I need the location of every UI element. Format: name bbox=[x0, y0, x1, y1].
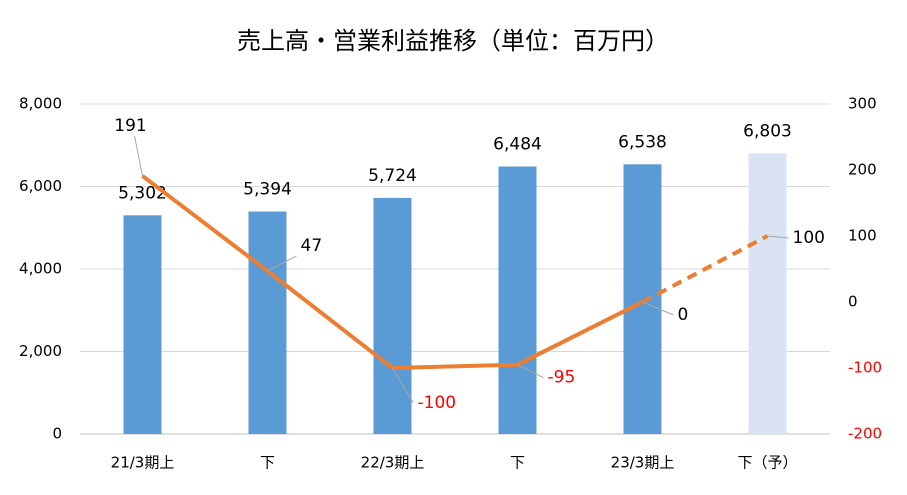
y2-tick-label: -200 bbox=[848, 425, 882, 443]
line-value-label: -100 bbox=[418, 393, 457, 413]
y2-tick-label: -100 bbox=[848, 359, 882, 377]
line-value-label: 191 bbox=[114, 116, 146, 136]
y-tick-label: 4,000 bbox=[19, 260, 62, 278]
leader-line bbox=[642, 301, 674, 316]
leader-line bbox=[392, 367, 414, 404]
chart-title: 売上高・営業利益推移（単位：百万円） bbox=[237, 27, 669, 55]
x-tick-label: 下 bbox=[510, 454, 525, 472]
line-value-label: 100 bbox=[793, 228, 825, 248]
x-tick-label: 下（予） bbox=[737, 454, 797, 472]
bar bbox=[748, 153, 787, 434]
line-value-label: 0 bbox=[678, 305, 689, 325]
bar bbox=[623, 164, 662, 434]
bar bbox=[373, 197, 412, 434]
y2-tick-label: 200 bbox=[848, 161, 877, 179]
bar-value-label: 5,724 bbox=[368, 166, 417, 186]
bar-value-label: 5,302 bbox=[118, 183, 167, 203]
line-forecast bbox=[641, 234, 769, 304]
bar-value-label: 6,538 bbox=[618, 132, 667, 152]
line-value-label: -95 bbox=[548, 368, 576, 388]
x-tick-label: 下 bbox=[260, 454, 275, 472]
leader-line bbox=[517, 364, 544, 379]
y2-tick-label: 0 bbox=[848, 293, 858, 311]
bar-value-label: 6,484 bbox=[493, 135, 542, 155]
y2-tick-label: 100 bbox=[848, 227, 877, 245]
bar bbox=[123, 215, 162, 434]
leader-line bbox=[134, 135, 143, 177]
x-tick-label: 22/3期上 bbox=[361, 454, 425, 472]
x-tick-label: 23/3期上 bbox=[611, 454, 675, 472]
bar bbox=[498, 166, 537, 434]
bar bbox=[248, 211, 287, 434]
leader-line bbox=[767, 235, 789, 239]
bar-value-label: 5,394 bbox=[243, 179, 292, 199]
line-value-label: 47 bbox=[301, 236, 323, 256]
y-tick-label: 0 bbox=[52, 425, 62, 443]
y-tick-label: 8,000 bbox=[19, 95, 62, 113]
bar-value-label: 6,803 bbox=[743, 121, 792, 141]
y-tick-label: 2,000 bbox=[19, 342, 62, 360]
x-tick-label: 21/3期上 bbox=[111, 454, 175, 472]
y-tick-label: 6,000 bbox=[19, 177, 62, 195]
y2-tick-label: 300 bbox=[848, 95, 877, 113]
leader-line bbox=[267, 255, 297, 272]
